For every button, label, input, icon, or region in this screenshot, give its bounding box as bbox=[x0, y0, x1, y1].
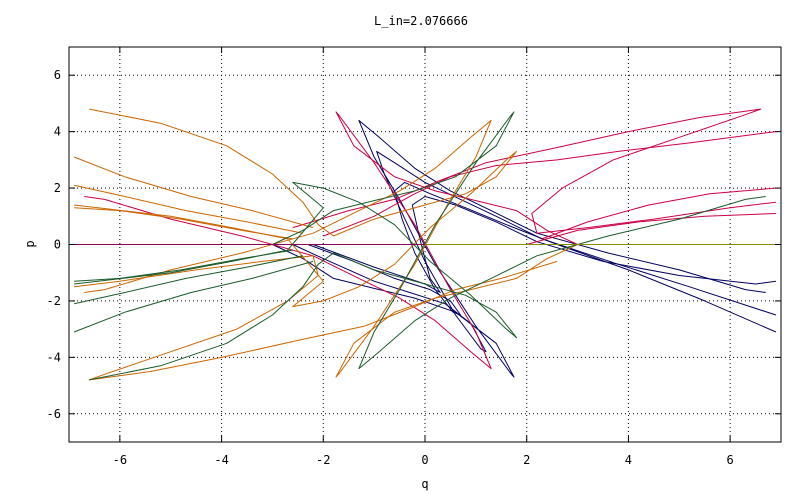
series-line-13 bbox=[73, 184, 303, 234]
series-line-12 bbox=[74, 207, 293, 240]
series-line-18 bbox=[73, 255, 303, 305]
x-tick-label: -4 bbox=[214, 453, 228, 467]
x-tick-label: 6 bbox=[727, 453, 734, 467]
series-line-10 bbox=[74, 255, 558, 381]
series-line-16 bbox=[74, 181, 517, 381]
series-line-17 bbox=[74, 249, 293, 282]
plot-area bbox=[73, 108, 777, 381]
y-tick-label: 2 bbox=[54, 181, 61, 195]
x-tick-label: 0 bbox=[421, 453, 428, 467]
y-tick-label: 6 bbox=[54, 68, 61, 82]
series-line-1 bbox=[292, 150, 777, 353]
y-tick-label: -2 bbox=[47, 294, 61, 308]
x-tick-label: -6 bbox=[113, 453, 127, 467]
series-line-8 bbox=[541, 187, 776, 240]
series-line-5 bbox=[292, 108, 776, 234]
plot-frame bbox=[68, 46, 782, 443]
series-line-19 bbox=[73, 260, 314, 333]
chart-title: L_in=2.076666 bbox=[374, 14, 468, 28]
y-axis-label: p bbox=[23, 240, 37, 247]
y-tick-label: 4 bbox=[54, 125, 61, 139]
x-tick-label: 4 bbox=[625, 453, 632, 467]
series-line-15 bbox=[272, 111, 766, 370]
x-tick-labels: -6 -4 -2 0 2 4 6 bbox=[113, 453, 734, 467]
y-tick-labels: -6 -4 -2 0 2 4 6 bbox=[47, 68, 61, 421]
x-axis-label: q bbox=[421, 477, 428, 491]
y-tick-label: 0 bbox=[54, 238, 61, 252]
series-line-7 bbox=[526, 213, 776, 245]
series-line-14 bbox=[73, 156, 314, 229]
x-tick-label: 2 bbox=[523, 453, 530, 467]
series-line-11 bbox=[74, 108, 517, 308]
series-line-9 bbox=[84, 119, 578, 378]
axis-ticks bbox=[69, 47, 781, 442]
series-line-4 bbox=[84, 111, 578, 370]
x-tick-label: -2 bbox=[316, 453, 330, 467]
series-line-6 bbox=[323, 131, 776, 237]
series-line-3 bbox=[312, 196, 776, 293]
y-tick-label: -4 bbox=[47, 350, 61, 364]
series-line-0 bbox=[272, 119, 766, 378]
y-tick-label: -6 bbox=[47, 407, 61, 421]
